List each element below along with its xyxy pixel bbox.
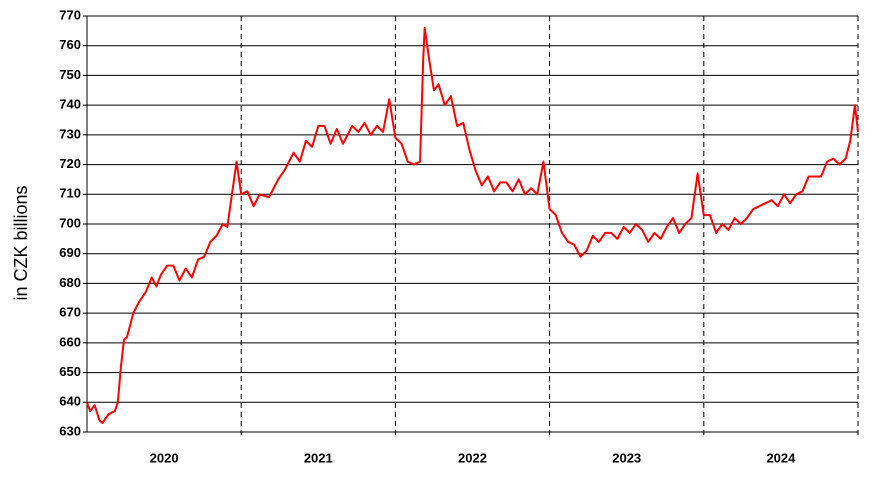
x-tick-label: 2024 <box>766 450 796 465</box>
y-tick-label: 750 <box>59 67 81 82</box>
y-axis-label: in CZK billions <box>11 185 31 300</box>
x-tick-label: 2023 <box>612 450 641 465</box>
y-tick-label: 710 <box>59 186 81 201</box>
y-tick-label: 680 <box>59 275 81 290</box>
y-tick-label: 670 <box>59 305 81 320</box>
x-tick-label: 2022 <box>458 450 487 465</box>
y-tick-label: 660 <box>59 334 81 349</box>
y-tick-label: 720 <box>59 156 81 171</box>
y-tick-label: 760 <box>59 37 81 52</box>
y-tick-label: 650 <box>59 364 81 379</box>
y-tick-label: 700 <box>59 215 81 230</box>
x-tick-label: 2021 <box>304 450 333 465</box>
y-tick-label: 740 <box>59 97 81 112</box>
data-line <box>86 26 859 425</box>
y-tick-label: 730 <box>59 126 81 141</box>
x-tick-label: 2020 <box>150 450 179 465</box>
y-tick-label: 770 <box>59 7 81 22</box>
y-tick-label: 690 <box>59 245 81 260</box>
y-tick-label: 640 <box>59 394 81 409</box>
y-tick-label: 630 <box>59 423 81 438</box>
